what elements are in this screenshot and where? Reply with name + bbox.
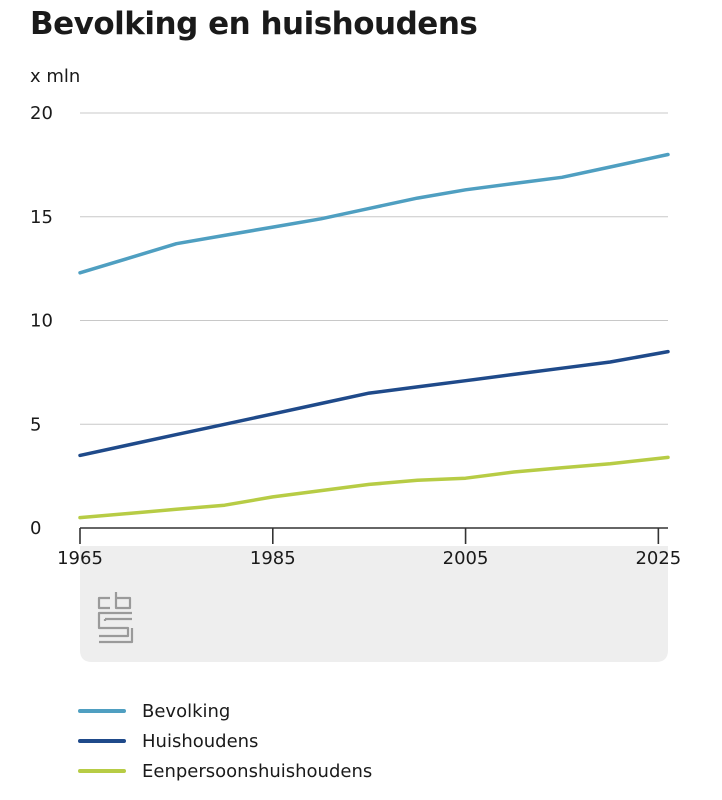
gridlines — [80, 112, 668, 529]
line-chart: cbs 0 5 10 15 20 1965 1985 2005 2025 — [30, 103, 681, 662]
legend-label: Bevolking — [142, 700, 231, 722]
chart-title: Bevolking en huishoudens — [30, 6, 478, 42]
chart-legend: Bevolking Huishoudens Eenpersoonshuishoude… — [78, 696, 372, 786]
y-tick-label: 20 — [30, 103, 53, 124]
x-tick-label: 2025 — [635, 548, 681, 569]
cbs-logo-icon: cbs — [97, 592, 134, 644]
legend-swatch — [78, 709, 126, 713]
x-tick-label: 1985 — [250, 548, 296, 569]
legend-item: Eenpersoonshuishoudens — [78, 756, 372, 786]
y-tick-label: 5 — [30, 414, 41, 435]
legend-label: Huishoudens — [142, 730, 259, 752]
y-tick-label: 10 — [30, 311, 53, 332]
series-lines — [78, 152, 670, 520]
x-tick-label: 1965 — [57, 548, 103, 569]
y-axis-unit-label: x mln — [30, 66, 81, 87]
y-tick-label: 15 — [30, 207, 53, 228]
legend-item: Huishoudens — [78, 726, 372, 756]
logo-panel — [80, 546, 668, 662]
axis-ticks: 0 5 10 15 20 1965 1985 2005 2025 — [30, 103, 681, 569]
logo-area: cbs — [80, 546, 668, 662]
legend-swatch — [78, 769, 126, 773]
series-line-eenpersoonshuishoudens — [78, 455, 670, 520]
x-tick-label: 2005 — [443, 548, 489, 569]
y-tick-label: 0 — [30, 518, 41, 539]
series-line-bevolking — [78, 152, 670, 275]
legend-item: Bevolking — [78, 696, 372, 726]
legend-swatch — [78, 739, 126, 743]
legend-label: Eenpersoonshuishoudens — [142, 760, 373, 782]
series-line-huishoudens — [78, 349, 670, 458]
